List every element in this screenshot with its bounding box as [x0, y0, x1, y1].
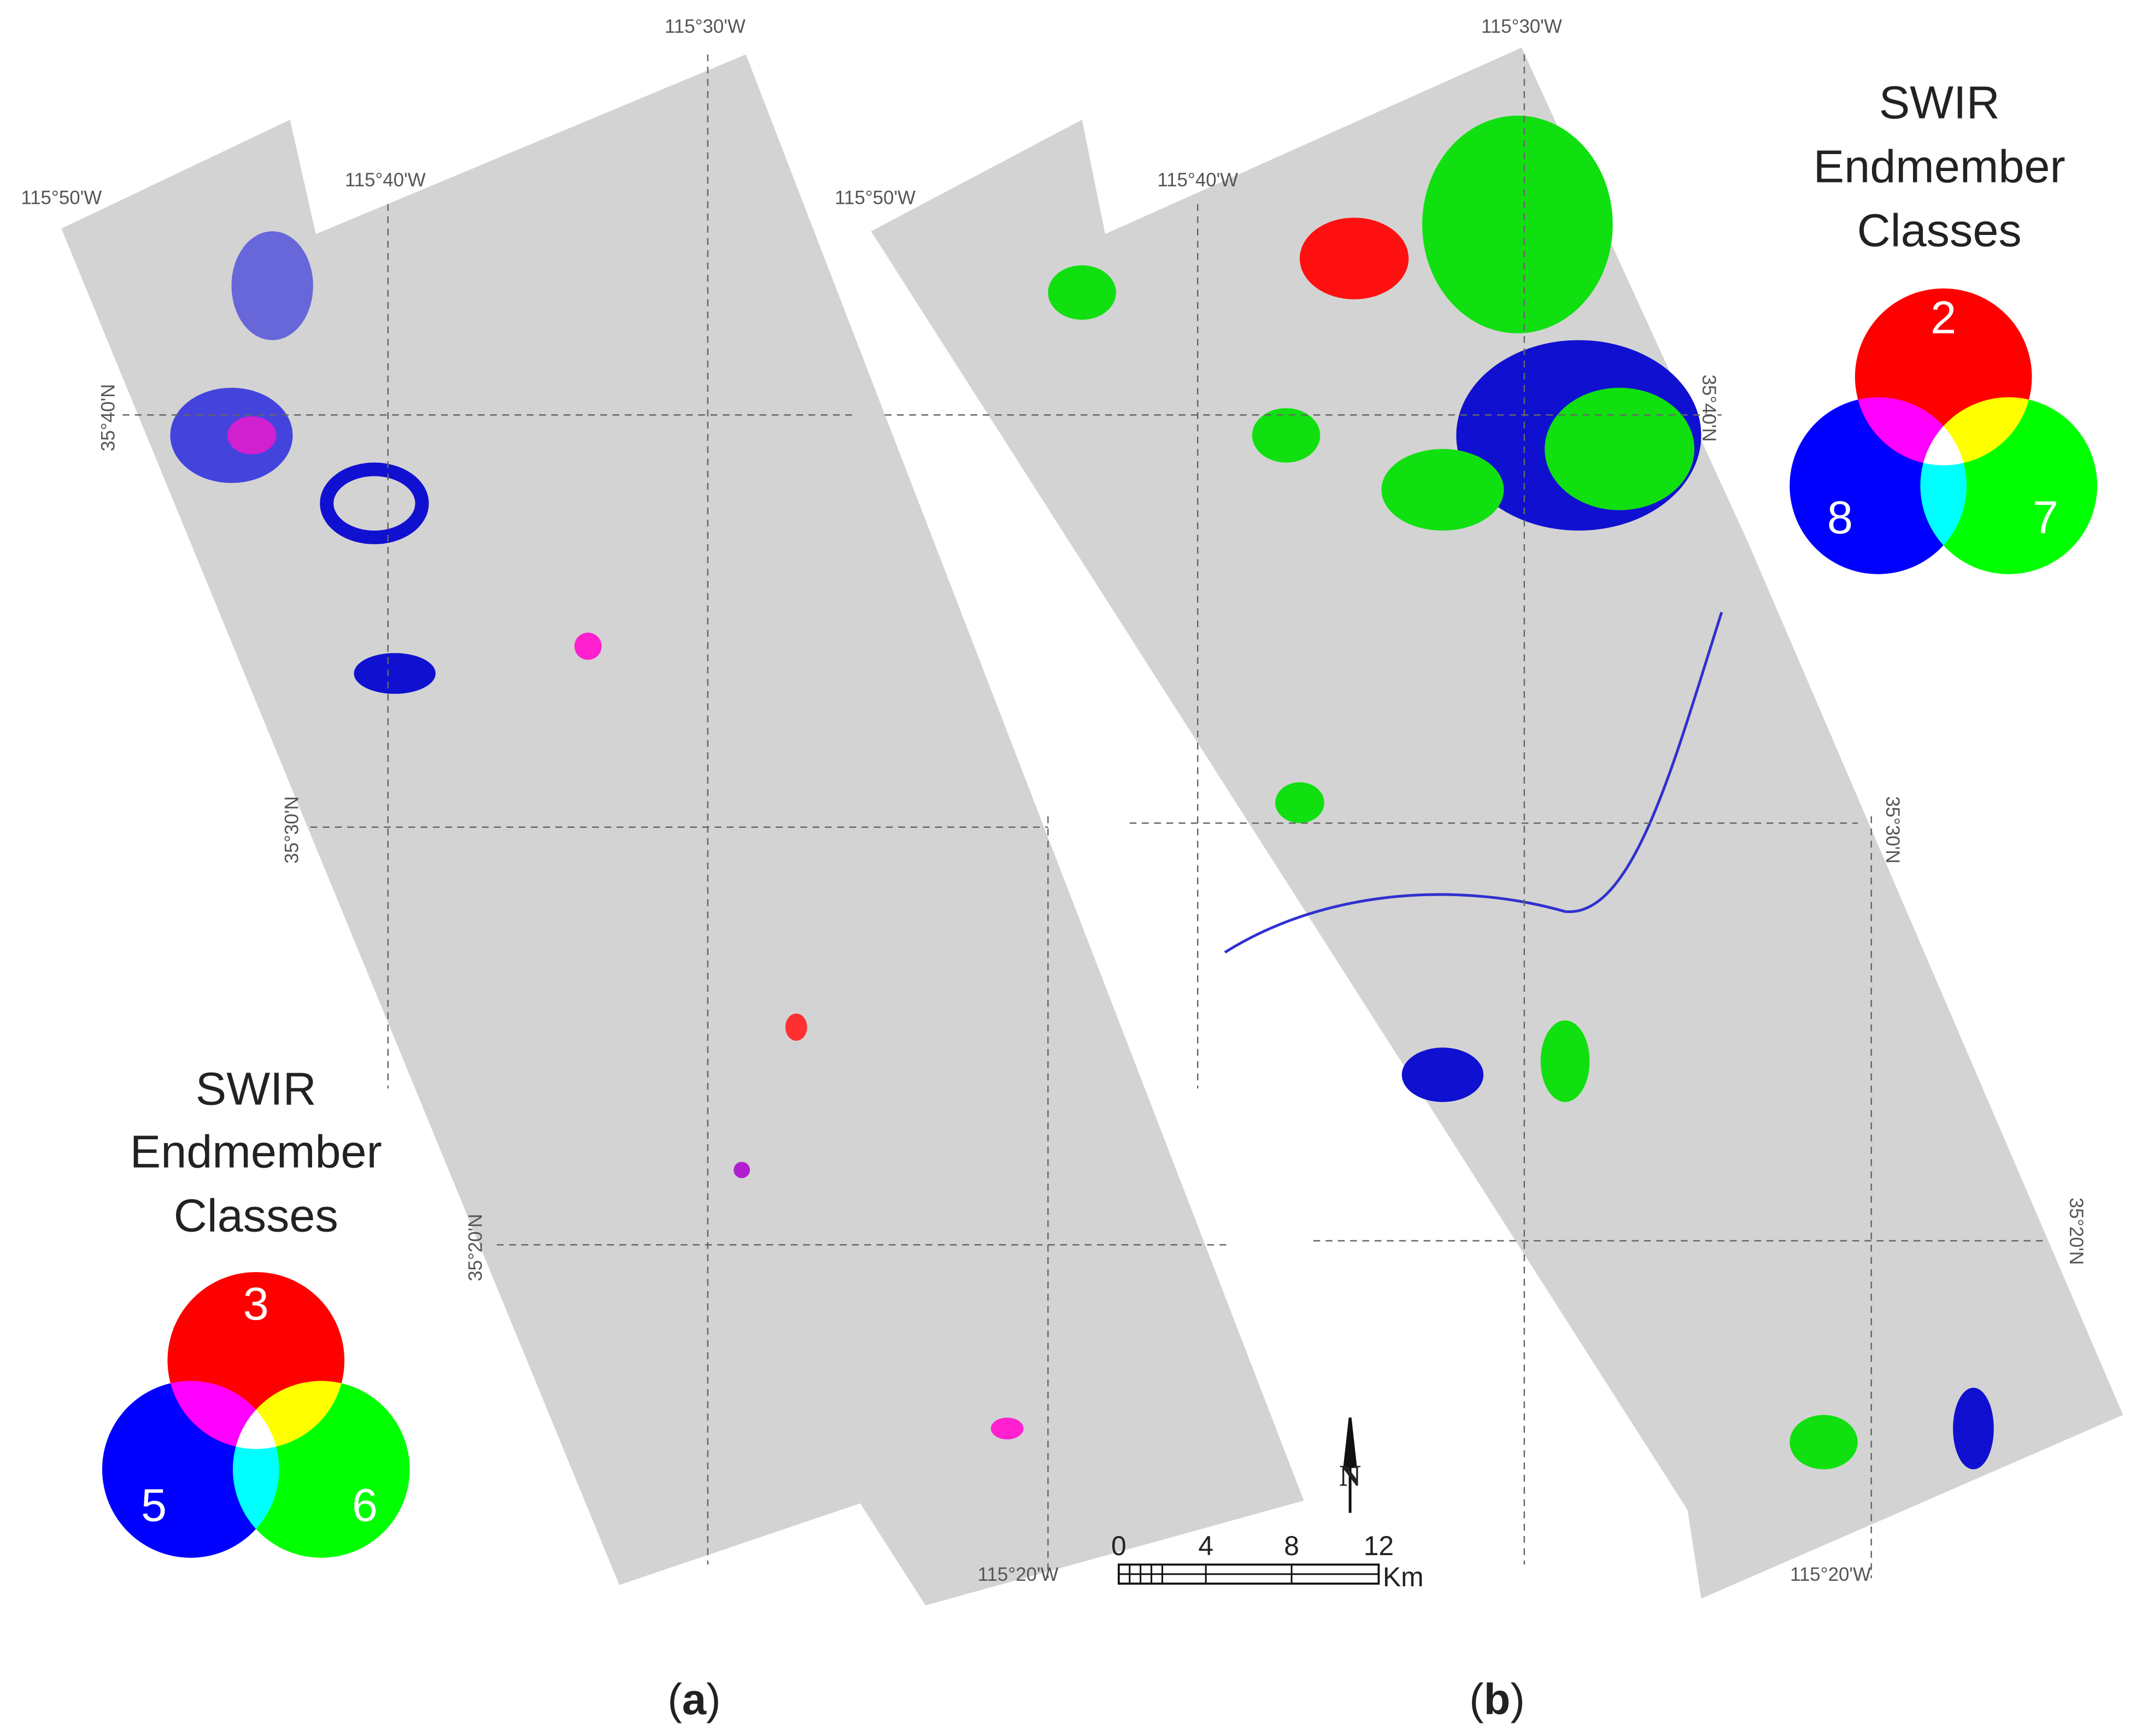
panel-label: (b) — [1469, 1675, 1525, 1723]
patch — [1381, 449, 1504, 531]
scale-tick-label: 0 — [1111, 1531, 1126, 1561]
latitude-label: 35°30'N — [281, 796, 302, 863]
longitude-label: 115°40'W — [1157, 169, 1238, 191]
longitude-label: 115°50'W — [21, 187, 102, 208]
patch — [1422, 115, 1613, 334]
panel-label: (a) — [667, 1675, 720, 1723]
map-b: 115°50'W 115°40'W 115°30'W 115°20'W 35°4… — [835, 16, 2123, 1599]
legend-title: SWIR — [1879, 76, 2000, 128]
longitude-label: 115°20'W — [1790, 1564, 1871, 1585]
class-circle — [1920, 397, 2098, 574]
longitude-label: 115°30'W — [1481, 16, 1562, 37]
paren: ) — [1510, 1675, 1525, 1723]
patch — [734, 1162, 750, 1179]
latitude-label: 35°20'N — [465, 1214, 486, 1281]
class-circle — [102, 1381, 279, 1558]
class-circle — [1789, 397, 1967, 574]
class-label: 3 — [243, 1278, 269, 1329]
patch — [1048, 265, 1116, 320]
north-label: N — [1339, 1459, 1361, 1492]
longitude-label: 115°50'W — [835, 187, 916, 208]
venn — [102, 1272, 410, 1558]
patch — [1299, 217, 1409, 299]
panel-letter: a — [682, 1675, 707, 1723]
scale-tick-label: 12 — [1364, 1531, 1394, 1561]
patch — [354, 653, 436, 694]
paren: ( — [667, 1675, 682, 1723]
legend-title: SWIR — [196, 1063, 316, 1115]
patch — [574, 632, 602, 660]
patch — [1545, 387, 1695, 510]
north-arrow: N — [1339, 1417, 1361, 1513]
longitude-label: 115°40'W — [345, 169, 426, 191]
patch — [320, 462, 429, 544]
patch — [231, 231, 313, 340]
patch — [1252, 408, 1321, 463]
class-patches — [1048, 115, 1994, 1469]
class-label: 8 — [1827, 491, 1853, 543]
patch — [1275, 782, 1324, 823]
latitude-label: 35°40'N — [1698, 374, 1720, 442]
paren: ) — [706, 1675, 721, 1723]
legend-title: Classes — [1857, 204, 2022, 256]
legend-title: Endmember — [130, 1125, 382, 1177]
patch — [1953, 1387, 1994, 1469]
legend-a: SWIR Endmember Classes 3 5 6 — [102, 1063, 410, 1558]
graticule — [122, 54, 1232, 1579]
class-circle — [232, 1381, 410, 1558]
patch — [1401, 1048, 1484, 1102]
class-label: 6 — [352, 1479, 378, 1531]
latitude-label: 35°30'N — [1882, 796, 1903, 863]
patch — [785, 1013, 807, 1041]
latitude-label: 35°40'N — [97, 384, 119, 451]
road — [1224, 611, 1723, 954]
venn — [1789, 288, 2098, 574]
patch — [227, 416, 277, 455]
patch — [990, 1417, 1024, 1440]
legend-b: SWIR Endmember Classes 2 8 7 — [1789, 76, 2098, 574]
patch — [1540, 1020, 1590, 1102]
scale-tick-label: 8 — [1284, 1531, 1299, 1561]
map-a: 115°50'W 115°40'W 115°30'W 115°20'W 35°4… — [21, 16, 1304, 1605]
longitude-label: 115°20'W — [978, 1564, 1059, 1585]
scale-bar: 0 4 8 12 Km — [1111, 1531, 1424, 1592]
graticule — [884, 54, 2049, 1579]
longitude-label: 115°30'W — [665, 16, 746, 37]
panel-letter: b — [1484, 1675, 1511, 1723]
image-strip — [61, 54, 1304, 1605]
paren: ( — [1469, 1675, 1484, 1723]
scale-divisions — [1118, 1564, 1379, 1584]
legend-title: Endmember — [1814, 140, 2066, 192]
scale-tick-label: 4 — [1198, 1531, 1213, 1561]
legend-title: Classes — [174, 1189, 338, 1241]
class-label: 5 — [141, 1479, 167, 1531]
latitude-label: 35°20'N — [2066, 1198, 2087, 1265]
class-label: 2 — [1931, 291, 1956, 343]
class-label: 7 — [2033, 491, 2058, 543]
arrow — [1343, 1417, 1357, 1513]
class-patches — [170, 231, 1024, 1440]
scale-unit: Km — [1383, 1562, 1424, 1592]
patch — [1789, 1415, 1858, 1469]
